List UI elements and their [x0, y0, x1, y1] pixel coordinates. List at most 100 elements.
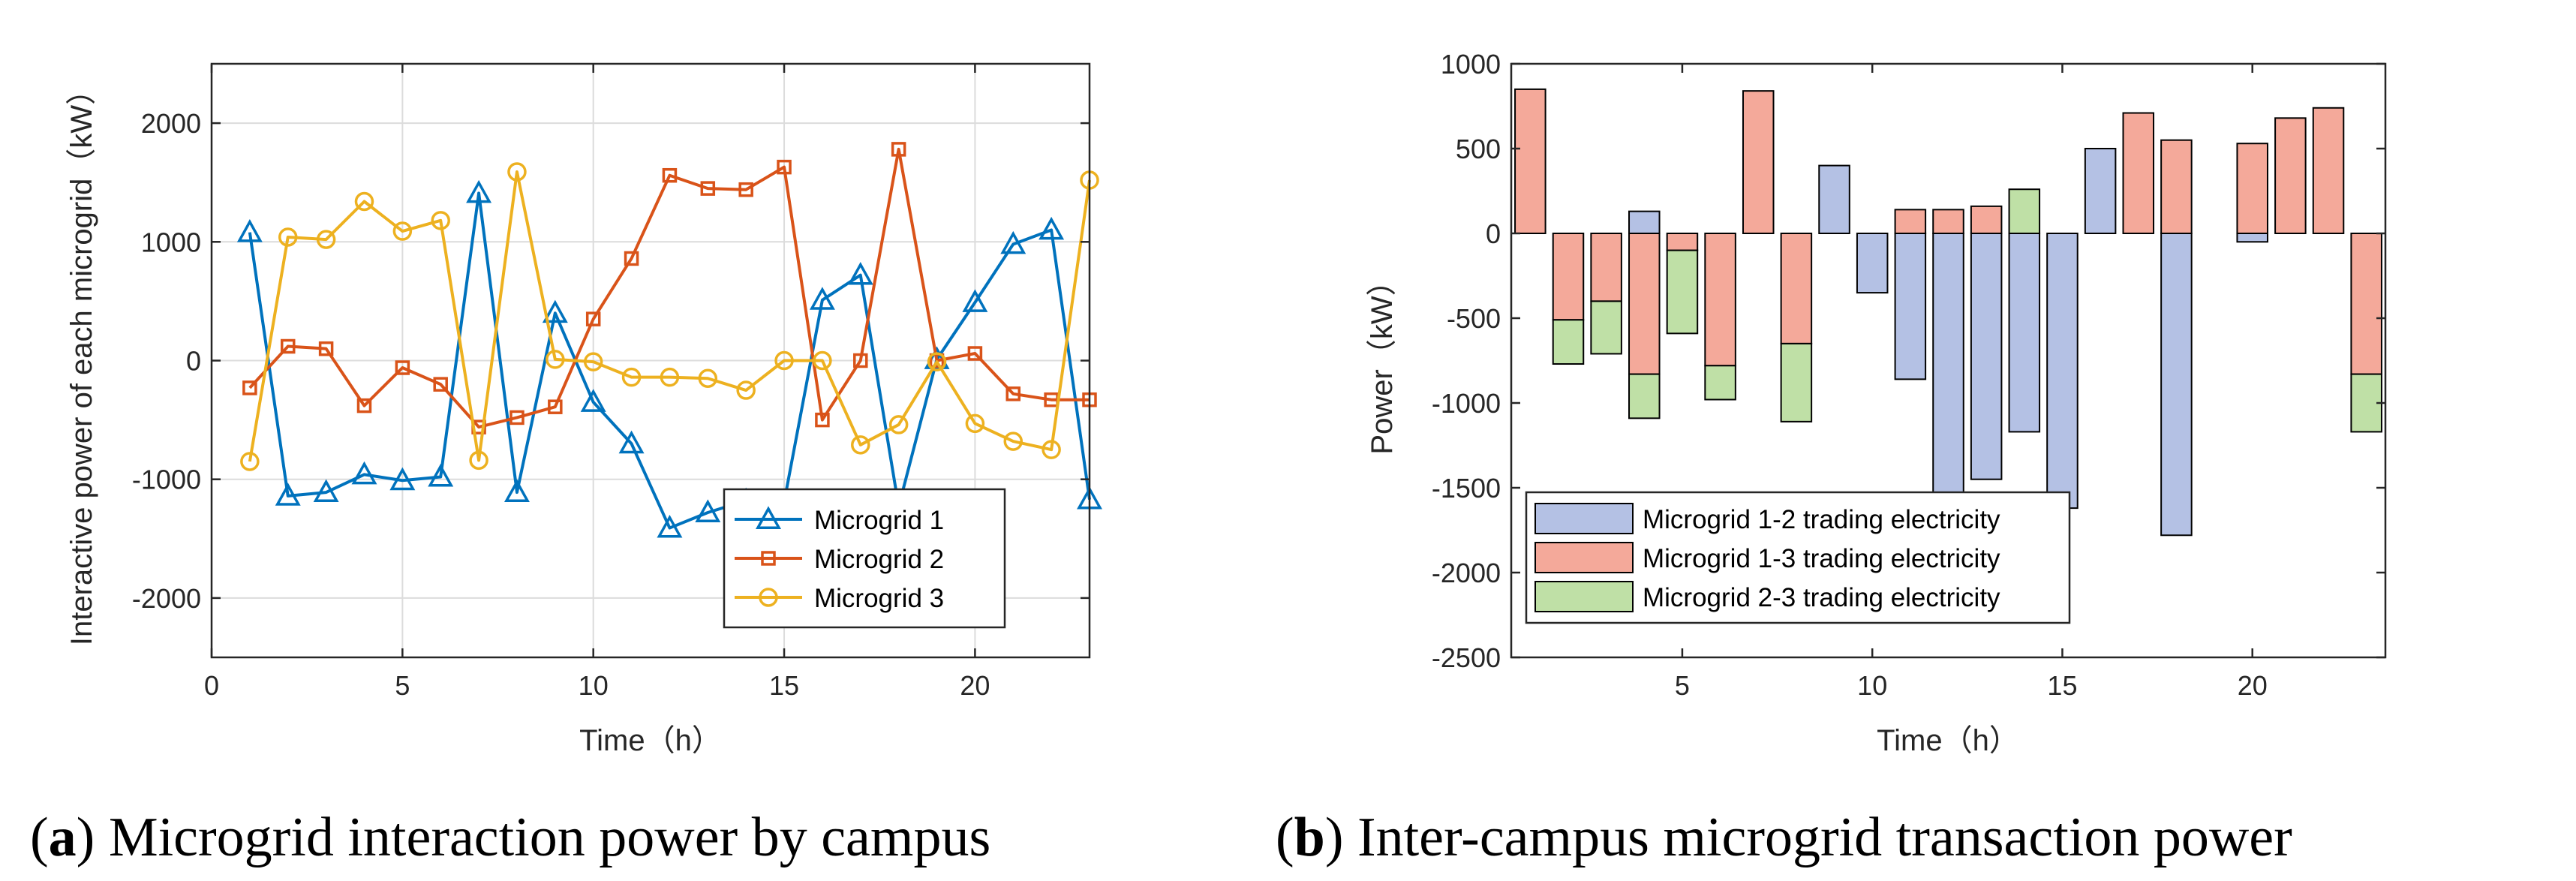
panel-b-axes-box [1510, 62, 2387, 659]
panel-a-ticks: 0 5 10 15 20 -2000 -1000 0 1000 2000 [132, 64, 1090, 701]
panel-b-bar-series-1 [1932, 233, 1964, 498]
panel-a-data-point [356, 398, 372, 413]
panel-a-data-point [280, 338, 296, 354]
panel-b-bar-series-3 [1628, 373, 1661, 419]
panel-b-bar-series-3 [1666, 249, 1699, 335]
panel-b-bar-series-3 [1552, 319, 1585, 365]
panel-a-data-point [1005, 386, 1021, 401]
panel-a-series-line [248, 191, 1091, 530]
panel-b-bar-series-1 [2084, 148, 2117, 234]
panel-a-data-point [624, 251, 639, 266]
panel-b-bars [1514, 88, 2382, 537]
panel-b-y-tick-label: 500 [1456, 134, 1501, 164]
panel-a-data-point [389, 467, 416, 491]
panel-b-bar-series-1 [1970, 233, 2003, 480]
panel-b-bar-series-3 [1780, 342, 1813, 422]
panel-b-legend-label: Microgrid 1-3 trading electricity [1643, 544, 2000, 573]
panel-a-legend-marker [759, 588, 778, 607]
panel-a-data-point [466, 179, 492, 203]
panel-a-data-point [433, 377, 448, 392]
panel-a-series [236, 142, 1102, 538]
panel-b-legend: Microgrid 1-2 trading electricity Microgr… [1525, 491, 2071, 624]
panel-a-data-point [967, 346, 983, 361]
panel-a-data-point [503, 479, 530, 503]
panel-b-bar-series-3 [2008, 188, 2041, 235]
panel-b-y-tick-label: -2000 [1432, 558, 1501, 588]
panel-a-legend: Microgrid 1 Microgrid 2 Microgrid 3 [723, 488, 1006, 629]
panel-b-y-tick-label: -500 [1447, 303, 1501, 334]
panel-a-data-point [847, 261, 873, 285]
panel-b-bar-series-2 [2122, 112, 2155, 234]
panel-a-data-point [242, 380, 257, 395]
panel-b-bar-series-2 [1590, 233, 1622, 302]
panel-a-data-point [809, 287, 835, 310]
panel-b-label: b [1294, 807, 1325, 868]
panel-b-bar-series-1 [1818, 164, 1850, 235]
panel-a-y-tick-label: 2000 [141, 108, 201, 139]
panel-a-data-point [469, 450, 488, 471]
panel-a-data-point [542, 299, 568, 323]
panel-b-bar-series-2 [1628, 233, 1661, 375]
panel-b-bar-series-2 [2160, 139, 2193, 234]
panel-b-bar-series-2 [1704, 233, 1736, 367]
panel-a-data-point [313, 479, 339, 503]
panel-b-x-tick-label: 10 [1857, 670, 1887, 701]
panel-a-data-point [354, 191, 374, 212]
panel-a-data-point [738, 182, 753, 197]
panel-a-data-point [965, 413, 985, 434]
panel-b-bar-series-1 [1856, 233, 1889, 294]
panel-b-x-tick-label: 20 [2238, 670, 2268, 701]
panel-a-x-tick-label: 15 [769, 670, 799, 701]
panel-b-bar-series-1 [2008, 233, 2041, 433]
panel-a-data-point [700, 181, 716, 196]
panel-a-data-point [888, 415, 909, 434]
panel-b-ticks: 5 10 15 20 1000 500 0 -500 -1000 -1500 -2000 -2500 [1432, 49, 2385, 701]
panel-a-data-point [431, 211, 450, 230]
panel-a-data-point [1042, 440, 1061, 459]
panel-b-legend-swatch [1534, 581, 1634, 612]
panel-a-x-axis-label: Time（h） [579, 724, 722, 757]
panel-a-legend-label: Microgrid 2 [814, 545, 944, 574]
panel-b-y-tick-label: -1500 [1432, 473, 1501, 504]
panel-b-bar-series-2 [2312, 107, 2345, 234]
panel-b-bar-series-1 [1628, 210, 1661, 234]
panel-a-data-point [1003, 431, 1023, 451]
panel-a-data-point [660, 367, 680, 387]
panel-a-series-2 [242, 142, 1097, 434]
panel-b-bar-series-1 [2160, 233, 2193, 537]
panel-b-caption-text: Inter-campus microgrid transaction power [1357, 807, 2292, 868]
panel-b-bar-series-3 [1704, 365, 1736, 401]
panel-a-data-point [278, 227, 298, 247]
panel-a-data-point [891, 142, 906, 157]
panel-a-x-tick-label: 0 [204, 670, 219, 701]
panel-a-series-3 [240, 162, 1099, 471]
panel-b-bar-series-1 [1894, 233, 1927, 380]
panel-b-y-axis-label: Power（kW） [1366, 266, 1399, 454]
panel-a-data-point [813, 350, 832, 371]
panel-b-chart: 5 10 15 2010005000-500-1000-1500-2000-2500 … [1276, 49, 2387, 868]
panel-b-caption: (b) Inter-campus microgrid transaction p… [1276, 807, 2292, 868]
panel-a-caption: (a) Microgrid interaction power by campu… [30, 807, 990, 868]
panel-a-caption-text: Microgrid interaction power by campus [109, 807, 990, 868]
panel-a-y-tick-label: -1000 [132, 465, 201, 495]
panel-a-data-point [236, 219, 263, 242]
panel-a-data-point [777, 159, 792, 175]
panel-b-bar-series-2 [1742, 90, 1775, 234]
panel-a-data-point [318, 341, 334, 356]
panel-a-data-point [815, 412, 830, 428]
panel-a-data-point [509, 410, 525, 425]
panel-a-data-point [316, 230, 336, 249]
panel-a-data-point [618, 430, 645, 454]
panel-a-data-point [851, 435, 870, 455]
panel-a-y-axis-label: Interactive power of each microgrid（kW） [65, 75, 98, 645]
panel-b-x-tick-label: 5 [1675, 670, 1690, 701]
panel-a-data-point [395, 360, 410, 375]
panel-a-legend-label: Microgrid 1 [814, 506, 944, 535]
panel-b-legend-swatch [1534, 542, 1634, 573]
panel-b-bar-series-1 [2236, 233, 2268, 243]
panel-b-y-tick-label: 1000 [1441, 49, 1501, 80]
panel-a-data-point [657, 514, 683, 538]
panel-a-data-point [1000, 230, 1026, 254]
panel-b-x-tick-label: 15 [2047, 670, 2077, 701]
panel-a-legend-marker [756, 506, 781, 529]
